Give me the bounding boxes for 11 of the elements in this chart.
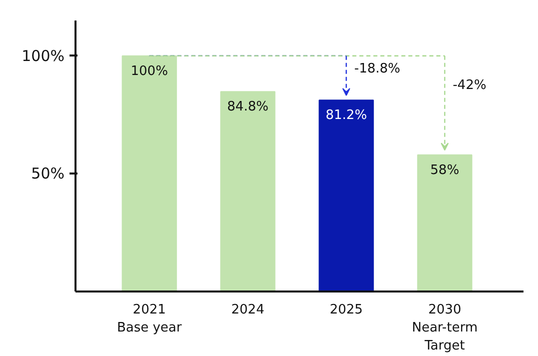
data-label: 81.2%: [326, 108, 367, 124]
annotation: -42%: [452, 78, 486, 94]
data-label: 58%: [430, 162, 460, 178]
x-tick-label: 2024: [231, 302, 264, 318]
x-tick-label: 2030 Near-term Target: [412, 302, 478, 354]
annotation: -18.8%: [354, 62, 400, 77]
data-label: 100%: [130, 64, 168, 79]
x-tick-label: 2021 Base year: [116, 302, 182, 336]
x-tick-label: 2025: [330, 302, 363, 318]
data-label: 84.8%: [227, 100, 268, 115]
y-tick-label: 50%: [31, 164, 65, 183]
